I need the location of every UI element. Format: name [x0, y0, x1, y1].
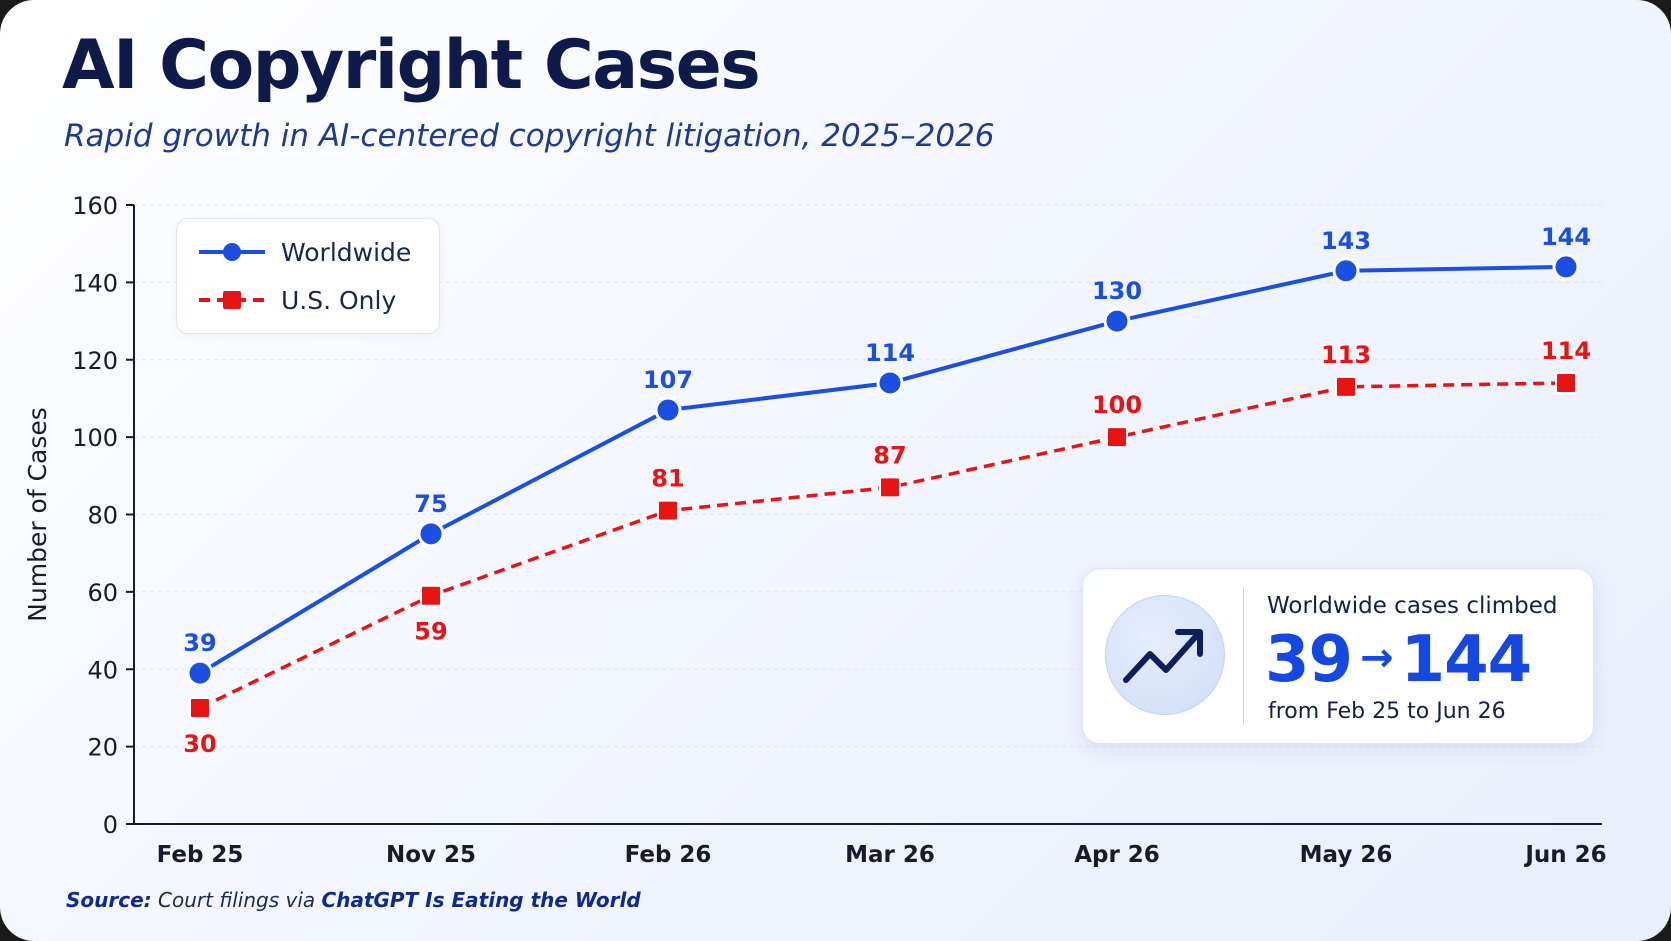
y-tick-label: 20 — [87, 734, 118, 762]
data-label-us-only: 113 — [1321, 341, 1371, 369]
axes: 0 20 40 60 80 100 120 140 160 Feb 25 Nov 25 Feb 26 M… — [23, 192, 1607, 868]
x-tick-label: May 26 — [1300, 842, 1393, 868]
marker-worldwide — [1552, 253, 1580, 281]
data-label-worldwide: 39 — [183, 629, 216, 657]
y-tick-label: 160 — [72, 192, 118, 220]
marker-us-only — [1335, 375, 1357, 398]
callout-to-value: 144 — [1400, 623, 1533, 697]
y-tick-label: 140 — [72, 269, 118, 297]
x-tick-label: Nov 25 — [386, 842, 476, 868]
data-label-us-only: 114 — [1541, 337, 1591, 365]
data-label-us-only: 100 — [1092, 391, 1142, 419]
data-label-us-only: 59 — [414, 618, 447, 646]
y-tick-label: 120 — [72, 347, 118, 375]
y-tick-label: 80 — [87, 502, 118, 530]
x-tick-label: Feb 25 — [157, 842, 244, 868]
callout-from-value: 39 — [1265, 623, 1353, 697]
trending-up-icon — [1105, 595, 1225, 715]
page-subtitle: Rapid growth in AI-centered copyright li… — [64, 118, 995, 154]
legend-swatch-worldwide — [197, 237, 267, 267]
y-axis-title: Number of Cases — [23, 407, 52, 622]
marker-us-only — [879, 476, 901, 499]
x-tick-label: Apr 26 — [1074, 842, 1160, 868]
legend-item-worldwide: Worldwide — [197, 235, 411, 269]
data-label-worldwide: 114 — [865, 339, 915, 367]
callout-footnote: from Feb 25 to Jun 26 — [1268, 699, 1506, 724]
marker-us-only — [189, 696, 211, 719]
y-tick-label: 0 — [103, 811, 118, 839]
legend-item-us-only: U.S. Only — [197, 283, 396, 317]
series-layer — [186, 253, 1580, 719]
legend: Worldwide U.S. Only — [176, 218, 440, 334]
marker-worldwide — [876, 369, 904, 397]
legend-swatch-us-only — [197, 285, 267, 315]
marker-us-only — [1106, 426, 1128, 449]
marker-worldwide — [1103, 307, 1131, 335]
x-tick-label: Feb 26 — [625, 842, 712, 868]
source-publication: ChatGPT Is Eating the World — [321, 888, 641, 912]
data-label-us-only: 87 — [873, 441, 906, 469]
marker-us-only — [1555, 371, 1577, 394]
data-label-worldwide: 144 — [1541, 223, 1591, 251]
marker-worldwide — [654, 396, 682, 424]
marker-us-only — [657, 499, 679, 522]
marker-worldwide — [417, 520, 445, 548]
data-label-us-only: 30 — [183, 730, 216, 758]
marker-worldwide — [1332, 257, 1360, 285]
page-title: AI Copyright Cases — [62, 26, 761, 105]
data-label-us-only: 81 — [651, 465, 684, 493]
callout-arrow: → — [1360, 635, 1394, 681]
source-note: Source: Court filings via ChatGPT Is Eat… — [66, 888, 641, 912]
callout-values: 39 → 144 — [1265, 623, 1533, 697]
legend-label-us-only: U.S. Only — [281, 285, 397, 315]
data-label-worldwide: 75 — [414, 490, 447, 518]
y-tick-label: 100 — [72, 424, 118, 452]
data-label-worldwide: 143 — [1321, 227, 1371, 255]
legend-label-worldwide: Worldwide — [281, 237, 412, 267]
callout-heading: Worldwide cases climbed — [1267, 593, 1558, 619]
y-tick-label: 40 — [87, 656, 118, 684]
source-text: Court filings via — [158, 888, 316, 912]
summary-callout: Worldwide cases climbed 39 → 144 from Feb … — [1082, 568, 1594, 744]
marker-worldwide — [186, 659, 214, 687]
data-label-worldwide: 107 — [643, 366, 693, 394]
x-tick-label: Jun 26 — [1523, 842, 1606, 868]
callout-divider — [1243, 587, 1244, 725]
source-label: Source: — [66, 888, 152, 912]
data-labels: 39 75 107 114 130 143 144 30 59 81 87 100 113 114 — [183, 223, 1591, 758]
marker-us-only — [420, 584, 442, 607]
data-label-worldwide: 130 — [1092, 277, 1142, 305]
y-tick-label: 60 — [87, 579, 118, 607]
x-tick-label: Mar 26 — [845, 842, 935, 868]
